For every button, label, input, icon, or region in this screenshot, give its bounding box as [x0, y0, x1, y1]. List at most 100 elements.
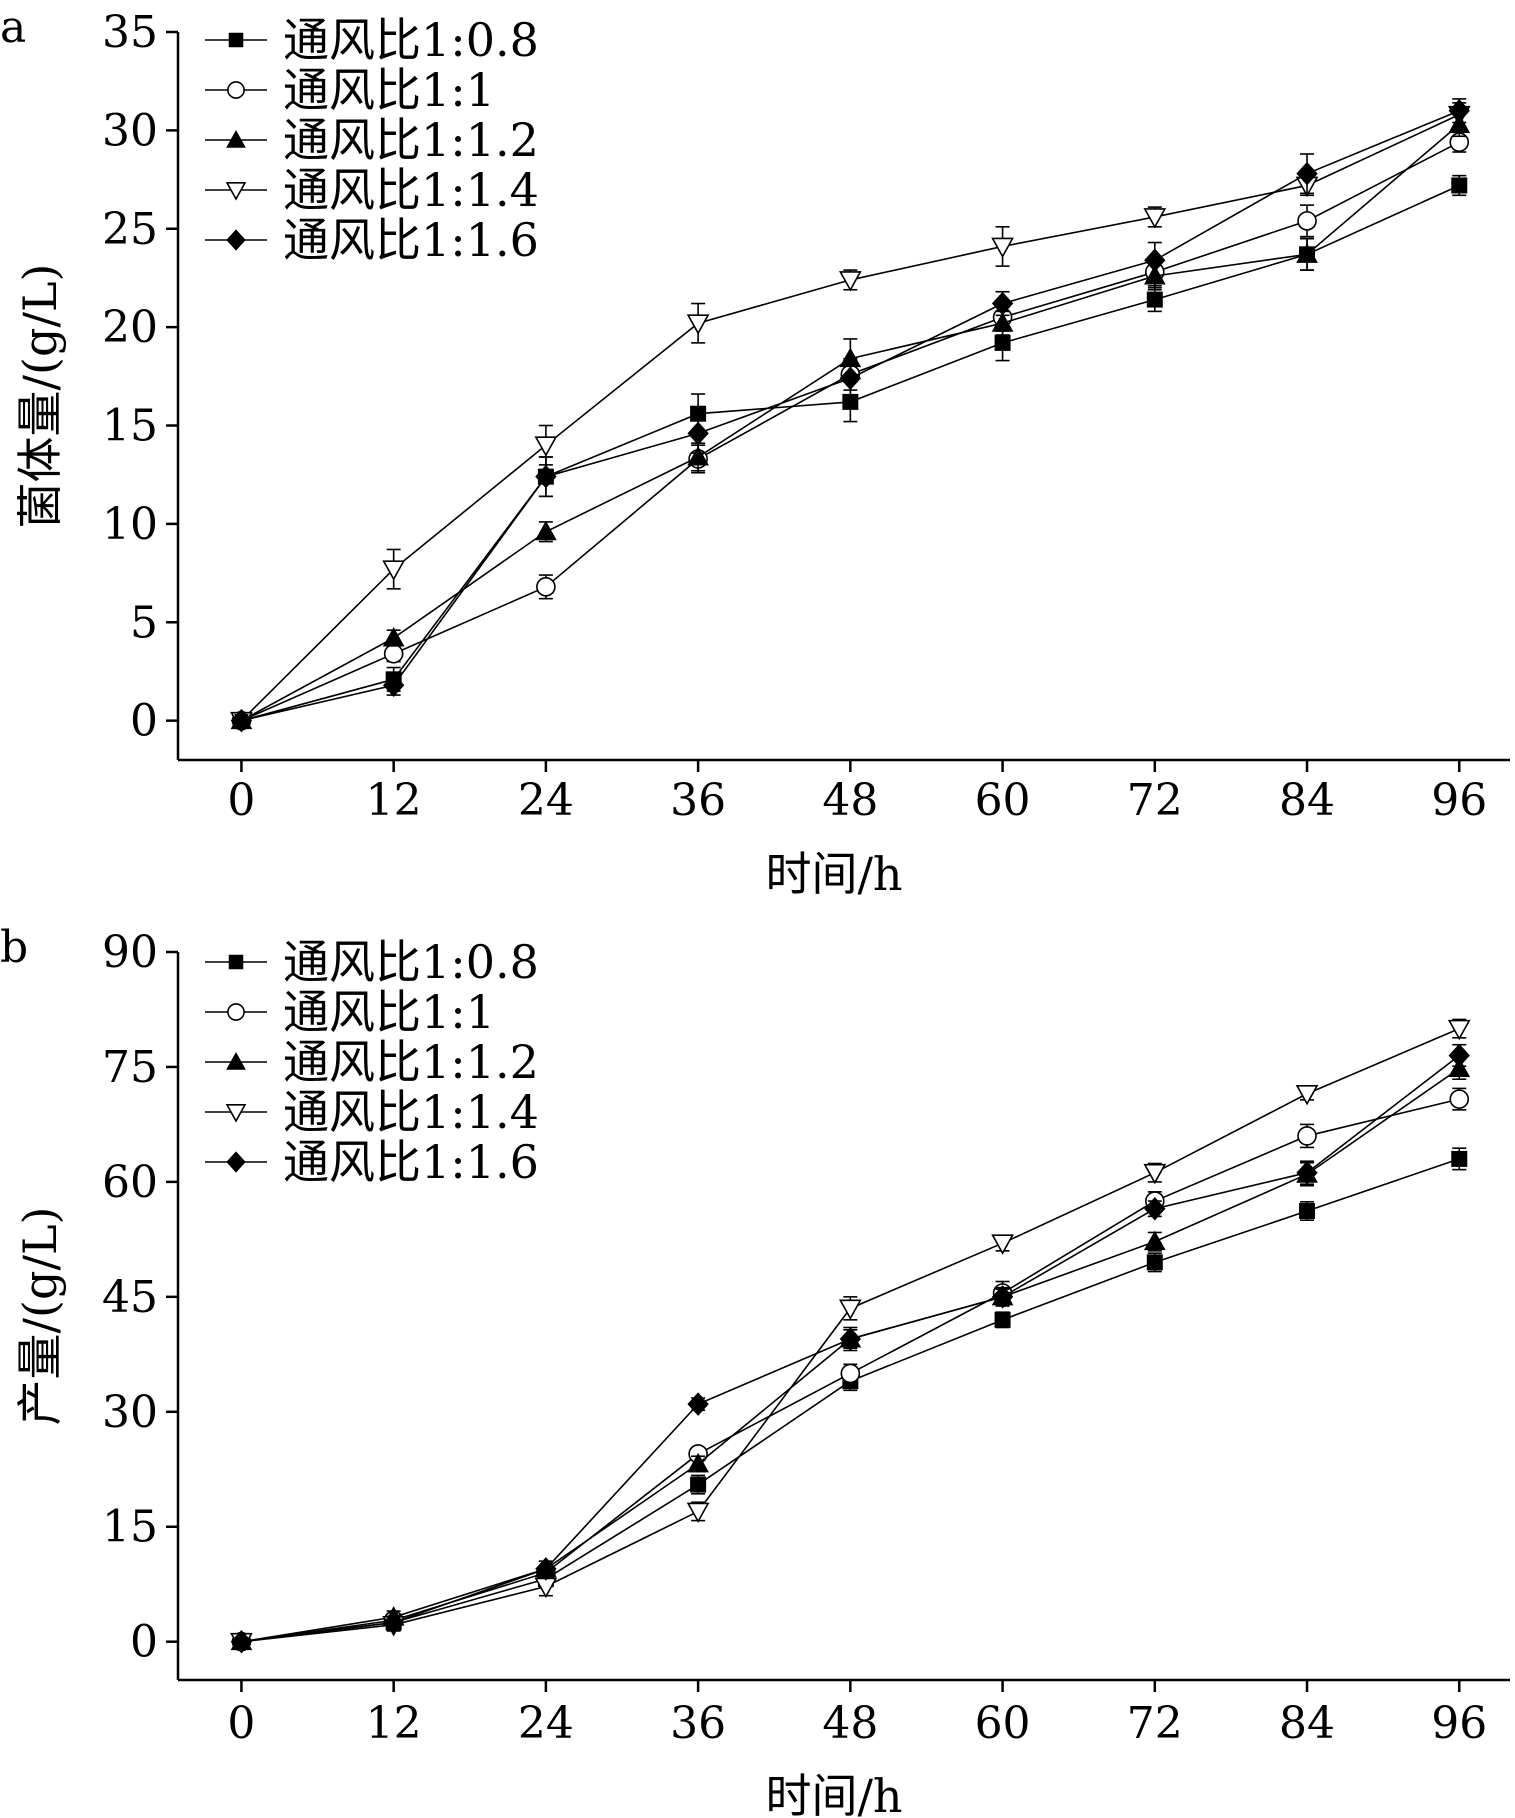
legend-label: 通风比1:1.2 — [283, 113, 539, 167]
legend-marker — [227, 1003, 245, 1021]
data-point — [1449, 1089, 1470, 1109]
y-tick-label: 15 — [102, 1502, 158, 1553]
x-tick-label: 60 — [975, 1698, 1031, 1749]
data-point — [838, 1299, 862, 1320]
data-point — [991, 1234, 1014, 1255]
x-tick-label: 36 — [670, 1698, 726, 1749]
series-0 — [233, 1147, 1468, 1650]
data-point — [838, 271, 862, 292]
y-tick-label: 0 — [130, 1617, 158, 1668]
data-point — [535, 464, 557, 489]
legend-item: 通风比1:1.4 — [205, 163, 539, 217]
legend-item: 通风比1:1.4 — [205, 1085, 539, 1139]
data-point — [994, 334, 1011, 351]
data-point — [1143, 1230, 1166, 1251]
data-point — [839, 1327, 862, 1351]
x-tick-label: 12 — [366, 775, 422, 826]
data-point — [1143, 1163, 1167, 1185]
data-point — [1296, 1160, 1318, 1185]
y-tick-label: 10 — [102, 499, 158, 550]
y-tick-label: 20 — [102, 302, 158, 353]
data-point — [1146, 1254, 1163, 1271]
y-tick-label: 35 — [102, 7, 158, 58]
x-tick-label: 72 — [1127, 1698, 1183, 1749]
series-4 — [230, 98, 1470, 733]
y-tick-label: 30 — [102, 105, 158, 156]
x-tick-label: 48 — [822, 775, 878, 826]
legend-label: 通风比1:1 — [283, 63, 495, 117]
legend-label: 通风比1:1.6 — [283, 1135, 539, 1189]
data-point — [839, 366, 862, 391]
x-tick-label: 24 — [518, 775, 574, 826]
legend-item: 通风比1:1.2 — [205, 1035, 539, 1089]
data-point — [1297, 1126, 1317, 1146]
y-axis-title: 产量/(g/L) — [13, 1207, 67, 1426]
legend-marker — [226, 129, 246, 148]
data-point — [534, 436, 558, 457]
data-point — [382, 673, 405, 697]
data-point — [1296, 243, 1318, 263]
legend-label: 通风比1:1.4 — [283, 1085, 539, 1139]
legend-marker — [226, 229, 246, 251]
data-point — [230, 1629, 253, 1654]
legend-marker — [226, 1051, 246, 1070]
data-point — [1146, 291, 1163, 308]
data-point — [991, 237, 1014, 259]
legend-label: 通风比1:1 — [283, 985, 495, 1039]
x-tick-label: 60 — [975, 775, 1031, 826]
x-axis-title: 时间/h — [765, 1769, 902, 1818]
x-tick-label: 48 — [822, 1698, 878, 1749]
data-point — [382, 1610, 405, 1635]
y-tick-label: 15 — [102, 401, 158, 452]
legend-label: 通风比1:0.8 — [283, 13, 539, 67]
legend-marker — [228, 954, 244, 970]
legend-marker — [228, 32, 244, 48]
data-point — [991, 291, 1014, 316]
data-point — [687, 1392, 709, 1416]
data-point — [994, 1311, 1011, 1328]
panel-a: a 0 5 10 15 20 25 30 35 0 12 24 36 48 60 72 84 96 时间/h 菌体量/… — [0, 2, 1510, 901]
legend-label: 通风比1:1.4 — [283, 163, 539, 217]
data-point — [686, 314, 710, 335]
data-point — [382, 626, 405, 647]
x-tick-label: 0 — [227, 1698, 255, 1749]
x-tick-label: 96 — [1431, 1698, 1487, 1749]
x-tick-label: 36 — [670, 775, 726, 826]
data-point — [686, 1502, 710, 1524]
y-tick-label: 5 — [130, 597, 158, 648]
data-point — [536, 577, 556, 597]
legend-item: 通风比1:0.8 — [205, 935, 539, 989]
data-point — [690, 1476, 707, 1493]
y-tick-label: 90 — [102, 927, 158, 978]
data-point — [1144, 1196, 1166, 1221]
legend-item: 通风比1:1 — [205, 985, 495, 1039]
series-line — [241, 1158, 1460, 1643]
x-tick-label: 84 — [1279, 775, 1335, 826]
legend-label: 通风比1:0.8 — [283, 935, 539, 989]
data-point — [1448, 1043, 1470, 1068]
legend-marker — [226, 1151, 246, 1173]
data-point — [1448, 1057, 1471, 1077]
legend-item: 通风比1:1 — [205, 63, 495, 117]
y-tick-label: 30 — [102, 1387, 158, 1438]
data-point — [840, 1363, 861, 1384]
y-tick-label: 60 — [102, 1157, 158, 1208]
data-point — [687, 1452, 709, 1473]
data-point — [383, 643, 404, 664]
x-tick-label: 0 — [227, 775, 255, 826]
data-point — [1296, 161, 1318, 186]
x-tick-label: 72 — [1127, 775, 1183, 826]
legend-marker — [227, 81, 245, 99]
y-tick-label: 25 — [102, 204, 158, 255]
data-point — [230, 708, 253, 733]
data-point — [1295, 1084, 1319, 1106]
x-tick-label: 84 — [1279, 1698, 1335, 1749]
y-axis-title: 菌体量/(g/L) — [13, 264, 67, 529]
x-axis-title: 时间/h — [765, 847, 902, 901]
x-tick-label: 96 — [1431, 775, 1487, 826]
legend-label: 通风比1:1.2 — [283, 1035, 539, 1089]
x-tick-label: 12 — [366, 1698, 422, 1749]
data-point — [687, 421, 709, 446]
data-point — [1297, 211, 1317, 231]
